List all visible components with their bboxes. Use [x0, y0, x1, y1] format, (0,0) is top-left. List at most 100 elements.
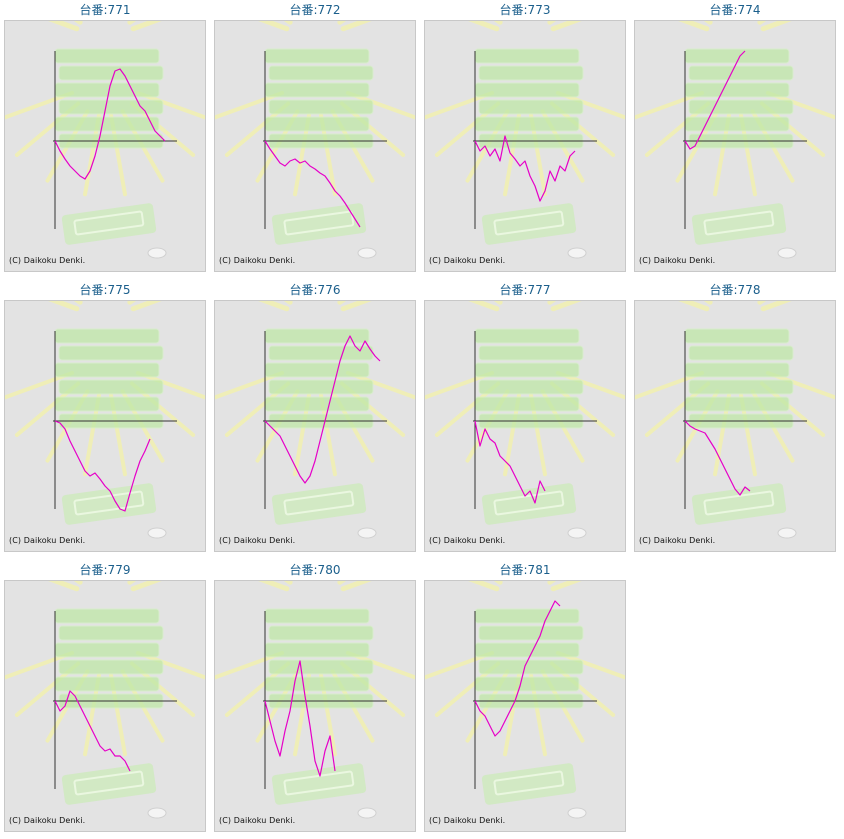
- ray: [283, 301, 293, 305]
- ray: [547, 21, 557, 25]
- stack-box: [474, 362, 580, 378]
- ray: [425, 90, 495, 120]
- ray: [73, 581, 83, 585]
- graph-svg: [5, 301, 205, 539]
- stack-box: [268, 65, 374, 81]
- stack-box: [58, 345, 164, 361]
- stack-box: [684, 116, 790, 132]
- data-line: [54, 420, 151, 512]
- ray: [550, 581, 582, 592]
- background-box-stack: [474, 328, 584, 429]
- stack-box: [474, 608, 580, 624]
- ray: [337, 21, 347, 25]
- background-coin: [777, 527, 797, 539]
- stack-box: [58, 99, 164, 115]
- machine-graph-card[interactable]: 台番:773 (C) Daikoku Denki.: [420, 0, 630, 275]
- background-coin: [357, 527, 377, 539]
- stack-box: [264, 116, 370, 132]
- stack-box: [58, 625, 164, 641]
- stack-box: [478, 345, 584, 361]
- background-tray-inner: [73, 770, 145, 796]
- ray: [215, 370, 285, 400]
- ray: [5, 370, 75, 400]
- ray: [425, 370, 495, 400]
- machine-number-title[interactable]: 台番:777: [499, 283, 551, 297]
- graph-frame: (C) Daikoku Denki.: [424, 300, 626, 552]
- copyright-label: (C) Daikoku Denki.: [9, 536, 86, 545]
- ray: [283, 21, 293, 25]
- machine-graph-card[interactable]: 台番:775 (C) Daikoku Denki.: [0, 280, 210, 555]
- ray: [555, 370, 625, 400]
- graph-svg: [215, 21, 415, 259]
- machine-number-title[interactable]: 台番:779: [79, 563, 131, 577]
- copyright-label: (C) Daikoku Denki.: [639, 256, 716, 265]
- stack-box: [688, 379, 794, 395]
- graph-frame: (C) Daikoku Denki.: [4, 580, 206, 832]
- data-line: [684, 420, 751, 496]
- ray: [760, 301, 792, 312]
- stack-box: [268, 625, 374, 641]
- stack-box: [478, 99, 584, 115]
- machine-number-title[interactable]: 台番:774: [709, 3, 761, 17]
- data-line: [474, 600, 561, 737]
- stack-box: [478, 65, 584, 81]
- machine-number-title[interactable]: 台番:776: [289, 283, 341, 297]
- ray: [48, 301, 80, 312]
- ray: [258, 301, 290, 312]
- stack-box: [268, 659, 374, 675]
- ray: [258, 21, 290, 32]
- machine-graph-card[interactable]: 台番:778 (C) Daikoku Denki.: [630, 280, 840, 555]
- background-box-stack: [264, 328, 374, 429]
- stack-box: [684, 328, 790, 344]
- machine-graph-card[interactable]: 台番:774 (C) Daikoku Denki.: [630, 0, 840, 275]
- background-tray-inner: [283, 770, 355, 796]
- machine-number-title[interactable]: 台番:772: [289, 3, 341, 17]
- background-coin: [777, 247, 797, 259]
- stack-box: [54, 396, 160, 412]
- graph-svg: [635, 21, 835, 259]
- machine-graph-card[interactable]: 台番:772 (C) Daikoku Denki.: [210, 0, 420, 275]
- background-tray-inner: [283, 210, 355, 236]
- stack-box: [688, 345, 794, 361]
- ray: [340, 301, 372, 312]
- machine-number-title[interactable]: 台番:775: [79, 283, 131, 297]
- background-box-stack: [54, 608, 164, 709]
- machine-graph-card[interactable]: 台番:779 (C) Daikoku Denki.: [0, 560, 210, 835]
- machine-number-title[interactable]: 台番:781: [499, 563, 551, 577]
- machine-graph-card[interactable]: 台番:781 (C) Daikoku Denki.: [420, 560, 630, 835]
- copyright-label: (C) Daikoku Denki.: [9, 256, 86, 265]
- machine-number-title[interactable]: 台番:780: [289, 563, 341, 577]
- ray: [493, 301, 503, 305]
- machine-graph-card[interactable]: 台番:776 (C) Daikoku Denki.: [210, 280, 420, 555]
- graph-frame: (C) Daikoku Denki.: [424, 580, 626, 832]
- stack-box: [474, 116, 580, 132]
- background-tray-inner: [703, 210, 775, 236]
- machine-graph-card[interactable]: 台番:777 (C) Daikoku Denki.: [420, 280, 630, 555]
- ray: [345, 90, 415, 120]
- background-box-stack: [264, 608, 374, 709]
- ray: [703, 301, 713, 305]
- machine-number-title[interactable]: 台番:771: [79, 3, 131, 17]
- machine-graph-card[interactable]: 台番:771 (C) Daikoku Denki.: [0, 0, 210, 275]
- ray: [555, 90, 625, 120]
- machine-number-title[interactable]: 台番:778: [709, 283, 761, 297]
- stack-box: [54, 642, 160, 658]
- stack-box: [264, 676, 370, 692]
- graph-frame: (C) Daikoku Denki.: [214, 20, 416, 272]
- background-coin: [147, 247, 167, 259]
- ray: [703, 21, 713, 25]
- ray: [130, 21, 162, 32]
- graph-svg: [215, 581, 415, 819]
- stack-box: [474, 642, 580, 658]
- machine-number-title[interactable]: 台番:773: [499, 3, 551, 17]
- ray: [135, 90, 205, 120]
- ray: [5, 90, 75, 120]
- ray: [48, 581, 80, 592]
- stack-box: [54, 608, 160, 624]
- machine-graph-card[interactable]: 台番:780 (C) Daikoku Denki.: [210, 560, 420, 835]
- ray: [5, 650, 75, 680]
- stack-box: [684, 82, 790, 98]
- ray: [73, 301, 83, 305]
- stack-box: [478, 379, 584, 395]
- stack-box: [268, 99, 374, 115]
